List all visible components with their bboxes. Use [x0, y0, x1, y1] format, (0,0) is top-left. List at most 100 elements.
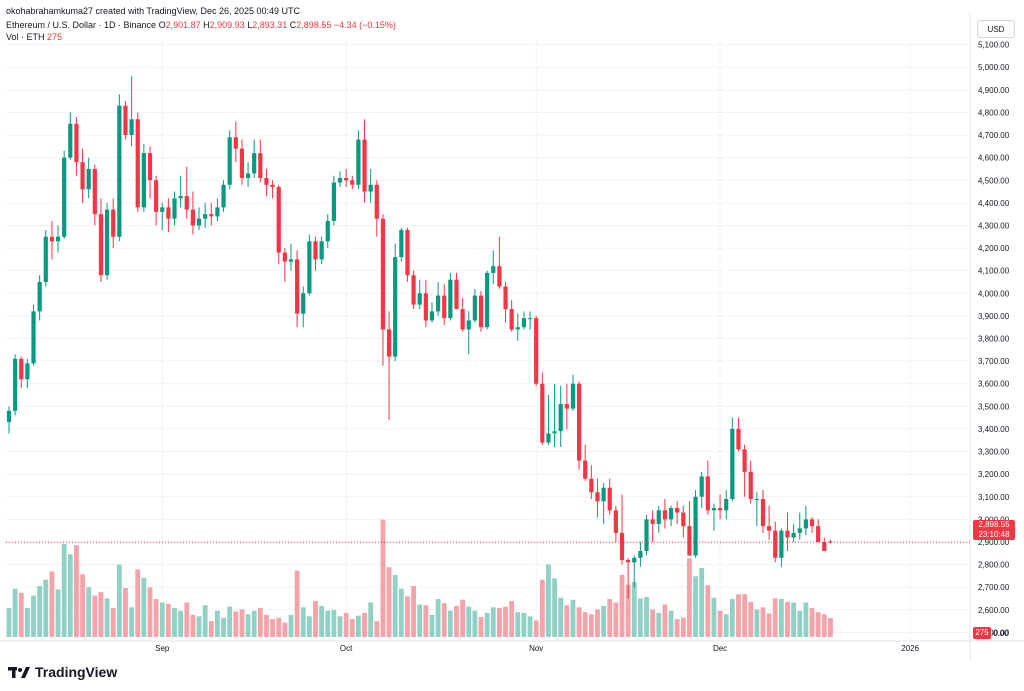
- candle-body: [386, 329, 392, 357]
- candle-body: [172, 198, 177, 219]
- volume-bar: [797, 610, 803, 637]
- symbol-legend[interactable]: Ethereum / U.S. Dollar · 1D · Binance O2…: [6, 20, 396, 30]
- volume-bar: [123, 588, 128, 637]
- candle-body: [613, 510, 618, 533]
- volume-bar: [294, 570, 300, 637]
- candle-body: [331, 182, 336, 221]
- candle-body: [619, 532, 625, 561]
- volume-bar: [257, 608, 263, 637]
- price-tick-label: 3,500.00: [978, 402, 1010, 411]
- candle-body: [19, 358, 24, 380]
- candle-body: [509, 309, 514, 330]
- volume-bar: [785, 601, 790, 637]
- volume-bar: [460, 599, 466, 637]
- volume-bar: [67, 554, 73, 637]
- candle-body: [650, 519, 655, 524]
- candle-body: [816, 526, 821, 542]
- candle-body: [503, 286, 508, 310]
- volume-bar: [24, 608, 30, 637]
- price-tick-label: 3,000.00: [978, 515, 1010, 524]
- candle-body: [129, 119, 134, 136]
- volume-bar: [674, 619, 680, 637]
- candle-body: [521, 318, 527, 328]
- volume-bar: [129, 607, 134, 637]
- time-axis[interactable]: Sep Oct Nov Dec 2026: [155, 644, 919, 653]
- author-line: okohabrahamkuma27 created with TradingVi…: [6, 6, 301, 16]
- candle-body: [380, 218, 386, 330]
- candle-body: [43, 236, 48, 282]
- volume-bar: [558, 597, 564, 637]
- price-tick-label: 4,800.00: [978, 108, 1010, 117]
- symbol-name[interactable]: Ethereum / U.S. Dollar · 1D · Binance: [6, 20, 157, 30]
- candle-body: [760, 499, 766, 527]
- price-tick-label: 2,900.00: [978, 538, 1010, 547]
- candle-body: [527, 318, 533, 320]
- volume-bar: [49, 571, 55, 637]
- candle-body: [668, 508, 674, 520]
- candle-body: [417, 293, 422, 305]
- volume-bar: [215, 610, 220, 637]
- candle-body: [552, 431, 557, 434]
- volume-bar: [736, 594, 741, 637]
- last-price-value: 2,898.55: [978, 520, 1010, 529]
- currency-button[interactable]: USD: [977, 20, 1015, 38]
- candle-body: [337, 177, 343, 183]
- volume-bar: [276, 617, 282, 637]
- price-tick-label: 4,400.00: [978, 199, 1010, 208]
- candle-body: [423, 293, 428, 321]
- volume-bar: [208, 621, 214, 637]
- price-tick-label: 2,700.00: [978, 583, 1010, 592]
- volume-bar: [135, 569, 141, 637]
- price-axis[interactable]: 2,500.00 2,600.00 2,700.00 2,800.00 2,900.00…: [978, 41, 1010, 638]
- volume-bar: [80, 574, 85, 637]
- volume-bar: [821, 614, 827, 637]
- candle-body: [135, 119, 140, 208]
- volume-bar: [362, 612, 367, 637]
- candle-body: [515, 327, 520, 330]
- volume-bar: [43, 579, 49, 637]
- candle-body: [245, 173, 251, 178]
- candle-body: [730, 428, 735, 500]
- volume-bar: [521, 612, 527, 637]
- volume-bar: [656, 612, 662, 637]
- candle-body: [6, 410, 12, 423]
- volume-bar: [386, 567, 392, 637]
- candle-body: [822, 541, 827, 552]
- volume-bar: [754, 609, 760, 637]
- volume-bar: [92, 595, 98, 637]
- candle-body: [184, 196, 189, 210]
- volume-bar: [533, 620, 539, 637]
- candle-body: [791, 532, 796, 538]
- volume-bar: [748, 601, 754, 637]
- volume-legend[interactable]: Vol · ETH 275: [6, 32, 62, 42]
- volume-bar: [356, 615, 361, 637]
- candle-body: [209, 214, 214, 217]
- candle-body: [736, 428, 741, 450]
- candle-body: [779, 530, 784, 558]
- volume-bar: [18, 592, 24, 637]
- volume-bar: [772, 598, 778, 637]
- low-value: 2,893.31: [252, 20, 288, 30]
- candle-body: [632, 557, 637, 563]
- candle-body: [626, 560, 631, 563]
- volume-bar: [760, 607, 766, 637]
- volume-bar: [239, 609, 245, 637]
- volume-tick-label: 0.00: [993, 629, 1009, 638]
- price-tick-label: 4,000.00: [978, 289, 1010, 298]
- volume-bar: [662, 604, 668, 637]
- candle-body: [37, 281, 42, 312]
- candle-body: [564, 404, 569, 409]
- volume-bar: [172, 608, 177, 637]
- candle-body: [356, 139, 361, 185]
- volume-bar: [319, 605, 325, 637]
- volume-bar: [625, 584, 631, 637]
- candle-body: [699, 476, 704, 497]
- volume-bar: [588, 614, 594, 637]
- volume-bar: [778, 599, 784, 637]
- tradingview-logo[interactable]: TradingView: [8, 664, 117, 680]
- volume-bar: [37, 585, 43, 637]
- candle-body: [80, 162, 85, 190]
- candle-body: [393, 257, 398, 357]
- volume-bar: [74, 545, 79, 637]
